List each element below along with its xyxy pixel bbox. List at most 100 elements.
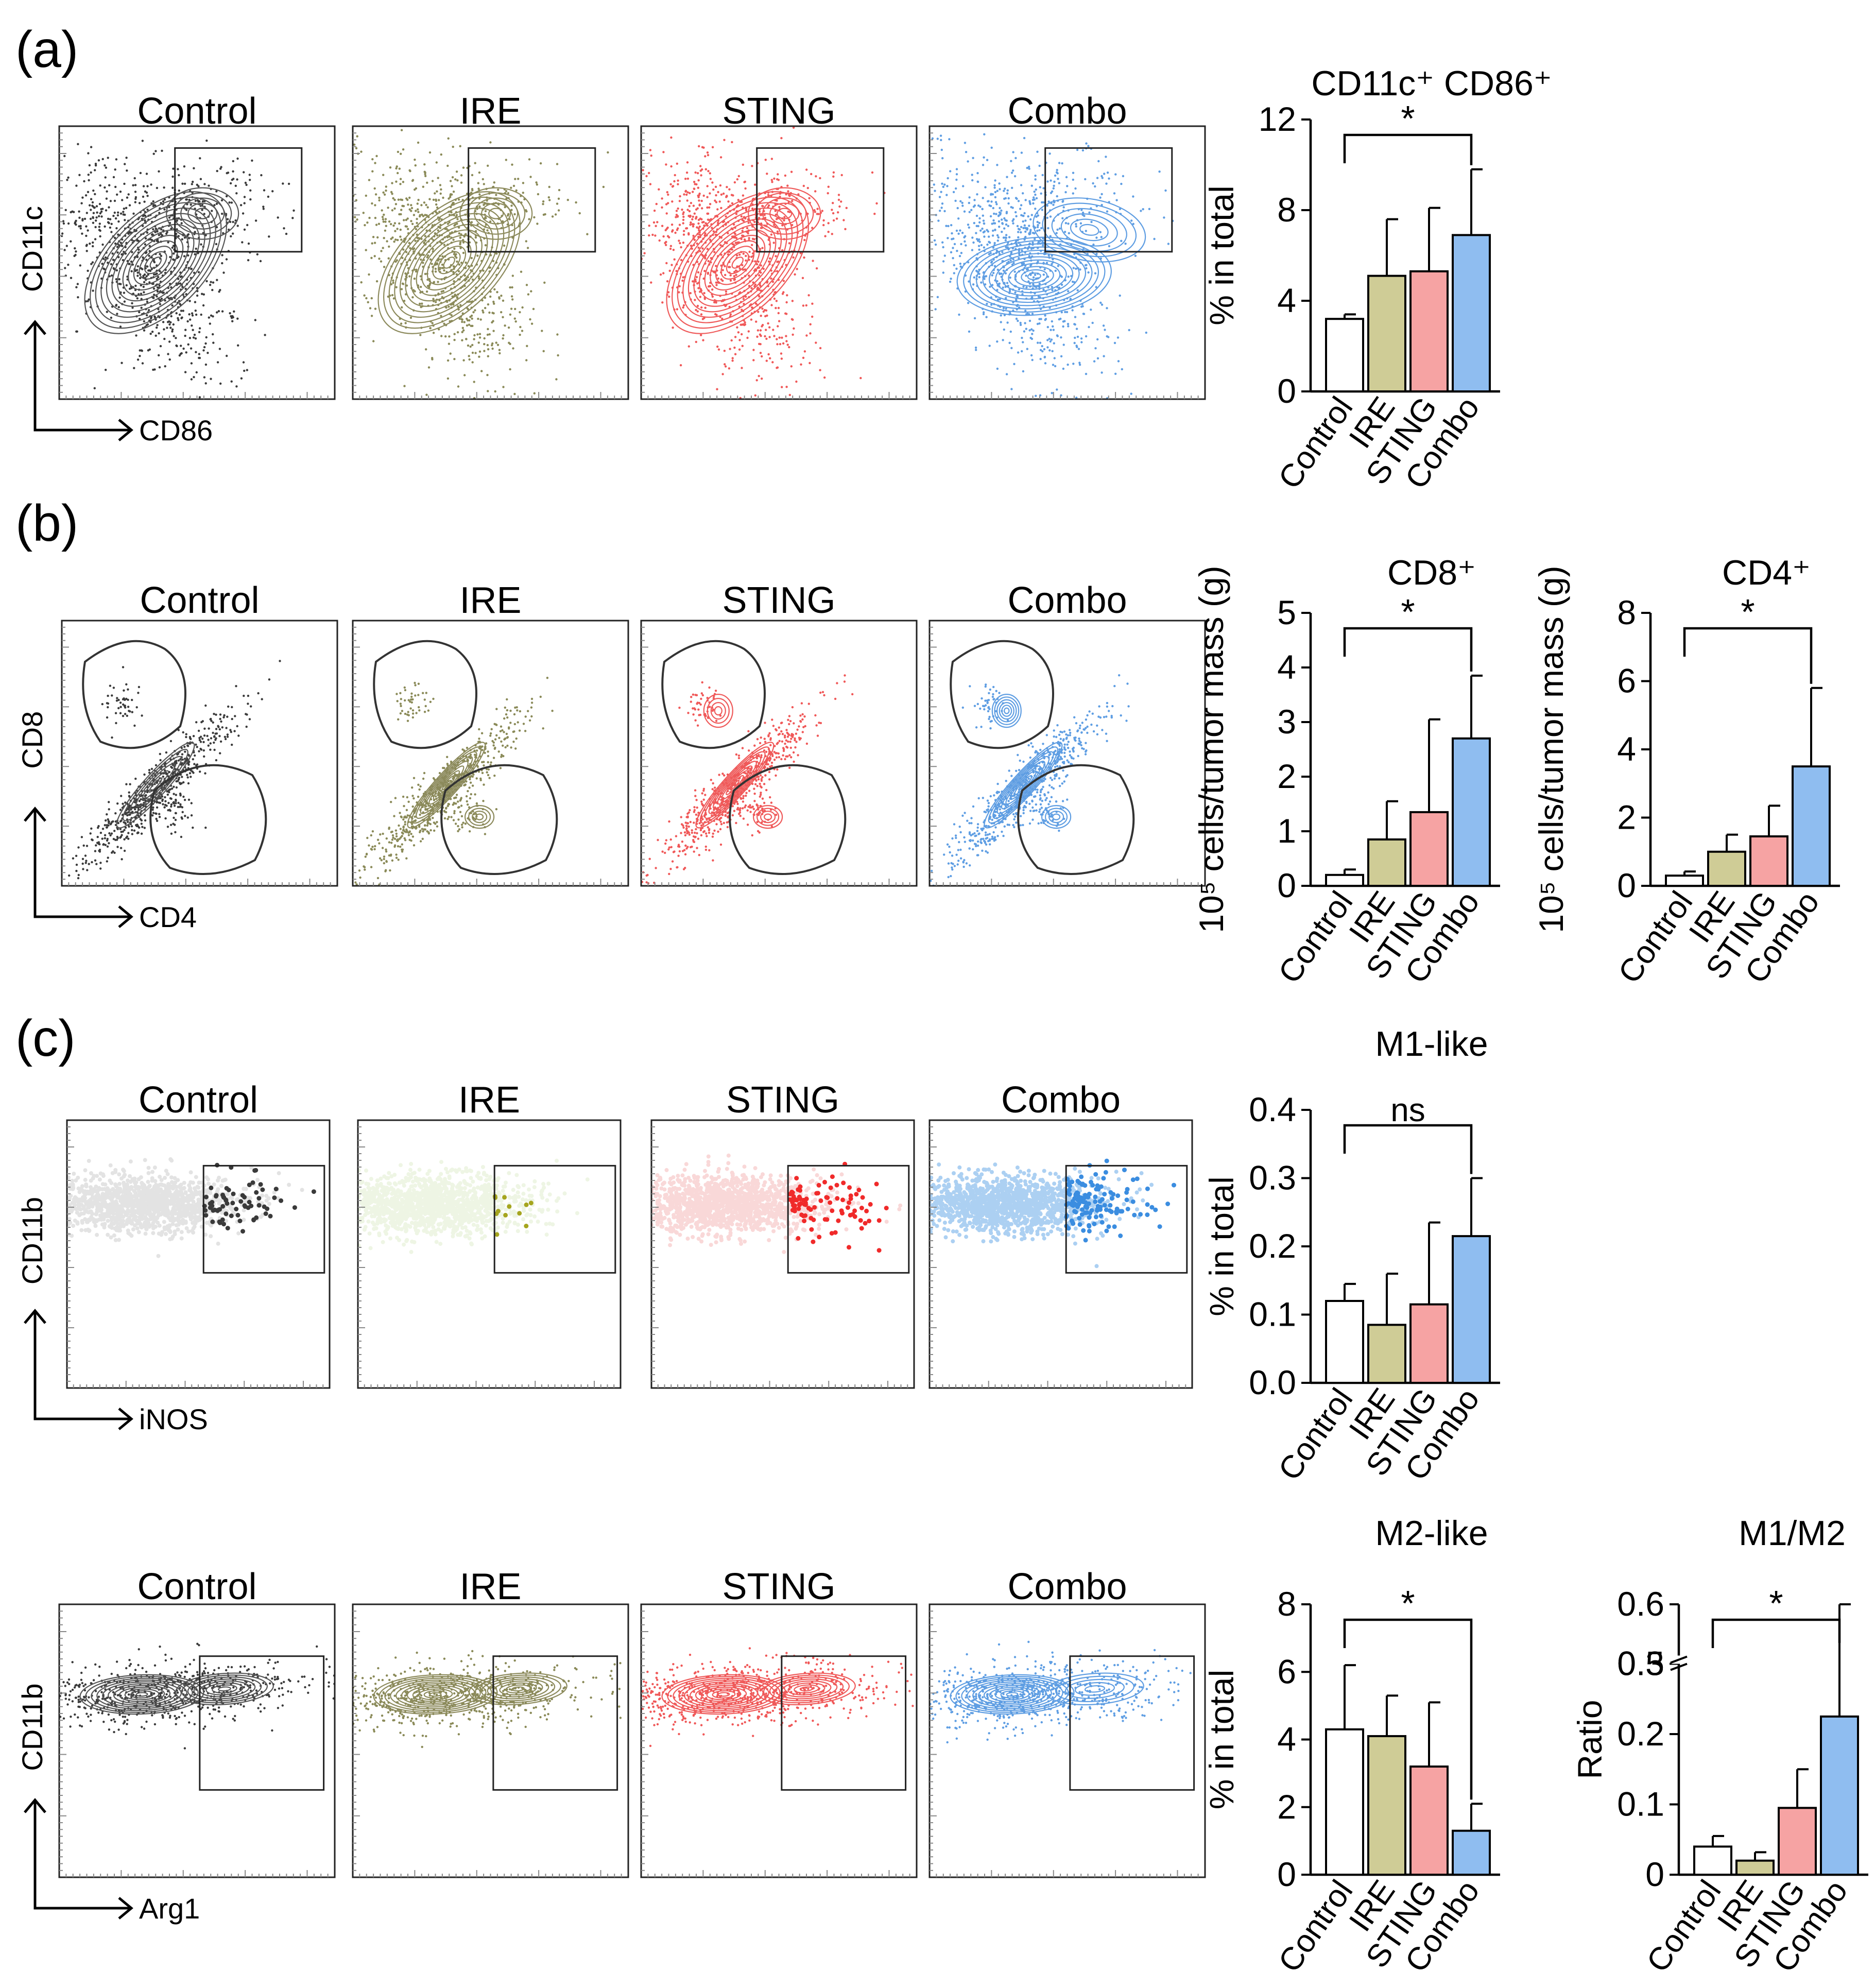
flow-plot-c1-ire: IRE [357, 1079, 622, 1389]
flow-x-axis-label: iNOS [139, 1403, 208, 1435]
significance-bracket [1711, 1618, 1841, 1648]
bar-ire [1367, 1735, 1406, 1876]
flow-plot-title: Control [139, 1079, 258, 1121]
significance-bracket [1343, 133, 1473, 165]
y-tick-label: 0 [1617, 866, 1636, 904]
bar-sting [1749, 835, 1788, 887]
chart-title: CD8⁺ [1387, 553, 1476, 592]
flow-plot-b-ire: IRE [352, 580, 629, 887]
gate-cd8 [661, 640, 766, 749]
y-tick-label: 3 [1277, 702, 1296, 741]
gate [468, 147, 596, 253]
flow-plot-b-combo: Combo [928, 580, 1206, 887]
gate [1065, 1164, 1188, 1274]
flow-plot-events [641, 674, 854, 885]
flow-y-axis-label: CD11c [16, 206, 48, 292]
significance-label: * [1401, 98, 1415, 139]
y-axis-label: 10⁵ cells/tumor mass (g) [1532, 565, 1570, 933]
bar-combo [1452, 1235, 1491, 1384]
flow-plot-title: STING [726, 1079, 839, 1121]
flow-axes-c1: iNOS CD11b [16, 1197, 208, 1435]
significance-label: * [1401, 592, 1415, 632]
axis-arrow-right-icon [118, 1408, 133, 1430]
plot-frame [928, 1119, 1193, 1389]
flow-plot-events [930, 1158, 1176, 1269]
y-tick-label: 0.2 [1617, 1715, 1664, 1753]
gate-cd8 [950, 640, 1054, 749]
flow-x-axis-label: CD86 [139, 414, 213, 447]
gate [199, 1655, 325, 1791]
flow-axes-a: CD86 CD11c [16, 206, 213, 447]
axis-arrow-lines [33, 809, 131, 918]
y-tick-label: 6 [1277, 1652, 1296, 1690]
flow-plot-b-sting: STING [640, 580, 918, 887]
gate [756, 147, 885, 253]
gate [174, 147, 303, 253]
y-tick-label: 8 [1277, 1585, 1296, 1623]
y-tick-label: 4 [1277, 648, 1296, 686]
bar-combo [1792, 765, 1831, 887]
bar-ire [1707, 850, 1746, 887]
y-tick-label: 0.1 [1249, 1295, 1296, 1333]
y-axis-label: Ratio [1571, 1700, 1609, 1779]
y-tick-label: 0 [1277, 866, 1296, 904]
y-tick-label: 0 [1645, 1855, 1664, 1893]
plot-frame [640, 1603, 918, 1878]
flow-plot-a-ctrl: Control [58, 91, 336, 400]
flow-plot-events [641, 1647, 917, 1747]
bar-combo [1452, 234, 1491, 392]
gate [493, 1164, 616, 1274]
plot-frame [58, 1603, 336, 1878]
gate [1044, 147, 1173, 253]
axis-break-mark [1670, 1655, 1688, 1664]
flow-plot-events [68, 660, 281, 880]
bar-control [1665, 875, 1704, 887]
bar-combo [1452, 1829, 1491, 1876]
y-tick-label: 0 [1277, 372, 1296, 410]
flow-plot-title: STING [722, 91, 835, 132]
bar-sting [1409, 811, 1449, 887]
y-tick-label: 0.3 [1617, 1644, 1664, 1683]
significance-bracket [1343, 627, 1473, 672]
bar-control [1693, 1845, 1732, 1876]
flow-plot-c1-sting: STING [650, 1079, 915, 1389]
y-tick-label: 0.4 [1249, 1090, 1296, 1128]
flow-x-axis-label: CD4 [139, 901, 197, 933]
chart-title: CD4⁺ [1722, 553, 1811, 592]
axis-arrow-right-icon [118, 1897, 133, 1920]
flow-plot-events [67, 1157, 316, 1258]
flow-plot-a-sting: STING [640, 91, 918, 400]
panel-label-b: (b) [15, 494, 78, 552]
flow-y-axis-label: CD11b [16, 1197, 48, 1284]
gate [1069, 1655, 1195, 1791]
flow-plot-title: IRE [459, 91, 521, 132]
flow-plot-c2-sting: STING [640, 1566, 918, 1878]
flow-plot-c2-combo: Combo [928, 1566, 1206, 1878]
bar-sting [1778, 1807, 1817, 1876]
flow-plot-events [930, 133, 1174, 399]
flow-plot-events [354, 677, 554, 886]
flow-plot-title: IRE [459, 1566, 521, 1607]
flow-plot-c1-ctrl: Control [66, 1079, 331, 1389]
gate-cd8 [82, 640, 186, 749]
bar-sting [1409, 1303, 1449, 1384]
chart-title: M1-like [1375, 1024, 1488, 1064]
gate [781, 1655, 907, 1791]
y-tick-label: 4 [1617, 730, 1636, 768]
axis-arrow-right-icon [118, 419, 133, 441]
axis-arrow-lines [33, 1800, 131, 1910]
flow-plot-title: Combo [1007, 91, 1127, 132]
flow-axes-b: CD4 CD8 [16, 711, 197, 933]
flow-plot-title: IRE [459, 580, 521, 621]
gate-cd8 [373, 640, 477, 749]
y-axis-label: % in total [1202, 1670, 1241, 1809]
bar-ire [1735, 1859, 1775, 1876]
plot-frame [928, 620, 1206, 887]
flow-plot-c1-combo: Combo [928, 1079, 1193, 1389]
flow-plot-events [651, 1153, 903, 1254]
flow-plot-b-ctrl: Control [61, 580, 338, 887]
